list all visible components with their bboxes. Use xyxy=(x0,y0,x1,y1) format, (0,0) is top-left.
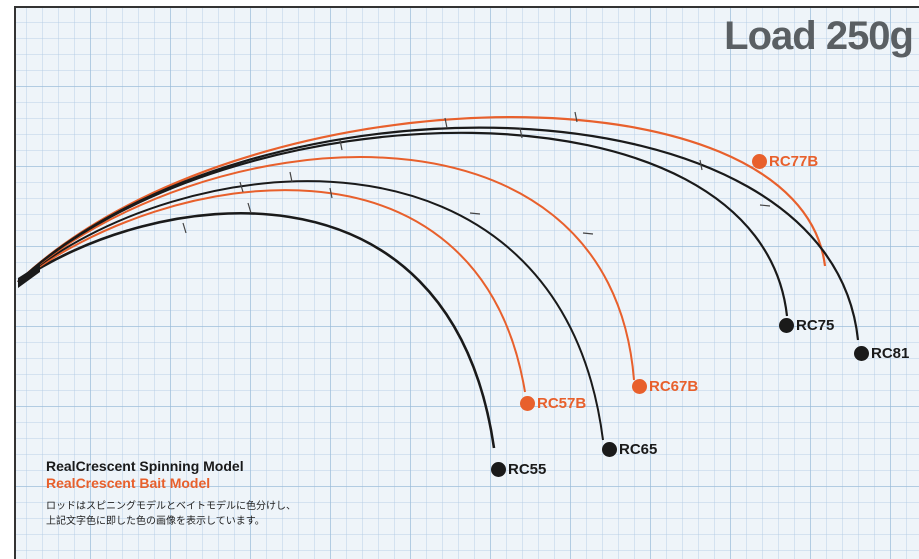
rod-curve-rc75 xyxy=(17,131,789,317)
chart-title: Load 250g xyxy=(724,14,914,58)
legend-note-line-1: ロッドはスピニングモデルとベイトモデルに色分けし、 xyxy=(46,501,296,512)
legend-bait-model: RealCrescent Bait Model xyxy=(46,475,211,491)
black-dot-icon xyxy=(854,346,869,361)
rod-curve-rc81 xyxy=(17,126,860,341)
orange-dot-icon xyxy=(520,396,535,411)
rod-curve-rc57b xyxy=(17,189,526,393)
label-rc81: RC81 xyxy=(854,345,909,362)
legend-note-line-2: 上記文字色に即した色の画像を表示しています。 xyxy=(46,516,265,527)
rod-butt xyxy=(18,264,40,288)
legend: RealCrescent Spinning Model RealCrescent… xyxy=(46,458,296,529)
rod-curve-rc77b xyxy=(17,115,827,283)
black-dot-icon xyxy=(491,462,506,477)
orange-dot-icon xyxy=(752,154,767,169)
label-rc65: RC65 xyxy=(602,441,657,458)
label-rc57b: RC57B xyxy=(520,395,586,412)
label-rc55: RC55 xyxy=(491,461,546,478)
rod-curve-rc65 xyxy=(17,180,604,441)
label-rc75: RC75 xyxy=(779,317,834,334)
black-dot-icon xyxy=(602,442,617,457)
label-rc77b: RC77B xyxy=(752,153,818,170)
black-dot-icon xyxy=(779,318,794,333)
rod-curve-rc67b xyxy=(17,156,635,381)
rod-guides xyxy=(182,111,771,235)
legend-spinning-model: RealCrescent Spinning Model xyxy=(46,458,244,474)
legend-note: ロッドはスピニングモデルとベイトモデルに色分けし、 上記文字色に即した色の画像を… xyxy=(46,499,296,529)
orange-dot-icon xyxy=(632,379,647,394)
rod-curve-rc55 xyxy=(17,212,496,449)
label-rc67b: RC67B xyxy=(632,378,698,395)
